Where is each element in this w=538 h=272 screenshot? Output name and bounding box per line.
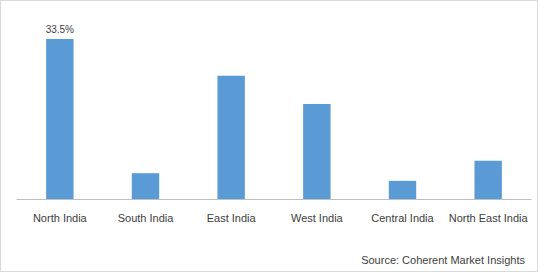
svg-text:North India: North India (33, 212, 88, 224)
svg-text:North East India: North East India (449, 212, 529, 224)
svg-text:Central India: Central India (371, 212, 434, 224)
svg-text:West India: West India (291, 212, 344, 224)
svg-text:Source: Coherent Market Insigh: Source: Coherent Market Insights (361, 254, 525, 266)
svg-text:East India: East India (207, 212, 257, 224)
svg-text:33.5%: 33.5% (46, 24, 74, 35)
svg-text:South India: South India (118, 212, 175, 224)
